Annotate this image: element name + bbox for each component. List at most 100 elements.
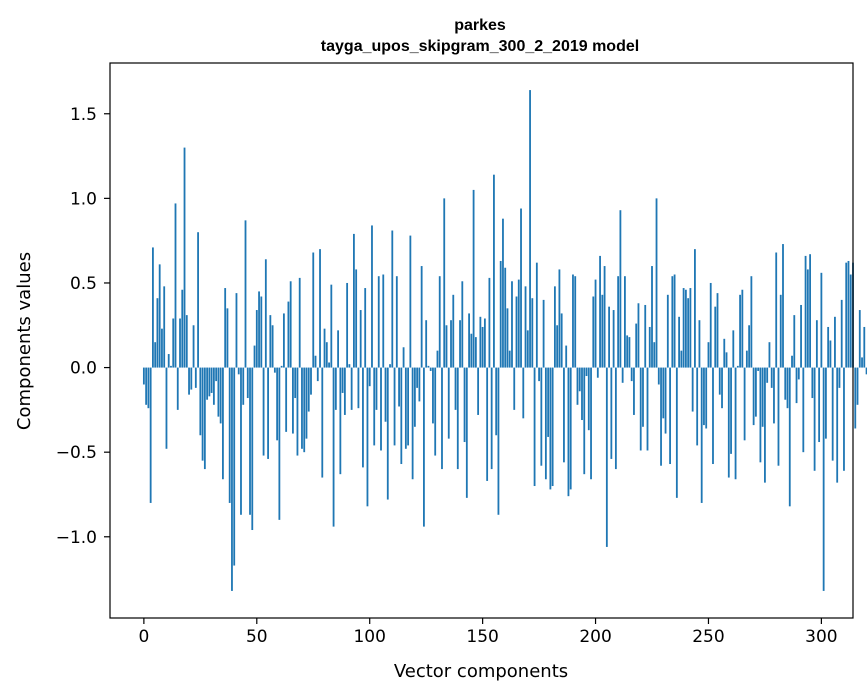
bar-198 [590, 367, 592, 480]
bar-318 [861, 357, 863, 368]
bar-91 [348, 364, 351, 368]
bar-1 [145, 367, 148, 405]
bar-182 [553, 286, 556, 368]
bar-287 [791, 355, 793, 368]
bar-251 [709, 282, 712, 368]
bar-285 [786, 367, 789, 409]
bar-155 [493, 174, 495, 368]
bar-147 [474, 337, 477, 368]
bar-106 [382, 274, 385, 368]
bar-76 [314, 355, 317, 368]
bar-253 [714, 306, 717, 368]
bar-108 [386, 367, 389, 500]
bar-220 [639, 367, 642, 451]
bar-177 [542, 299, 545, 368]
bar-59 [276, 367, 279, 441]
bar-36 [224, 288, 227, 368]
bar-67 [294, 367, 297, 399]
bar-33 [217, 367, 220, 417]
bar-312 [847, 260, 850, 368]
bar-242 [689, 288, 692, 368]
bar-49 [253, 345, 256, 368]
bar-313 [849, 274, 852, 368]
bar-93 [353, 233, 355, 368]
bar-82 [328, 362, 330, 368]
bar-40 [233, 367, 236, 566]
x-axis-label: Vector components [394, 661, 568, 682]
bar-165 [515, 296, 518, 368]
bar-138 [454, 367, 457, 410]
bar-254 [716, 293, 719, 368]
bar-17 [181, 289, 184, 368]
bar-125 [425, 320, 428, 368]
bar-174 [535, 262, 538, 368]
bar-180 [549, 367, 552, 490]
bar-62 [282, 313, 285, 368]
bar-222 [644, 304, 647, 368]
bar-159 [502, 218, 504, 368]
bar-98 [364, 288, 367, 368]
bar-132 [441, 367, 443, 470]
x-tick-label: 300 [805, 627, 837, 647]
x-tick-label: 250 [692, 627, 724, 647]
bar-32 [215, 367, 218, 382]
bar-123 [420, 266, 423, 368]
bar-291 [800, 304, 802, 368]
bar-120 [413, 367, 416, 427]
bar-288 [793, 315, 796, 368]
bar-27 [203, 367, 206, 470]
bar-54 [264, 259, 267, 368]
bar-186 [563, 367, 565, 463]
bar-268 [748, 325, 751, 368]
bar-38 [228, 367, 231, 503]
bar-197 [587, 367, 590, 431]
chart-title-line2: tayga_upos_skipgram_300_2_2019 model [321, 38, 639, 55]
bar-193 [578, 367, 581, 392]
bar-107 [384, 367, 387, 422]
bar-61 [280, 365, 283, 368]
bar-191 [574, 276, 577, 368]
x-tick-label: 50 [246, 627, 268, 647]
bar-228 [657, 367, 660, 385]
bar-257 [723, 338, 726, 368]
bar-50 [255, 310, 258, 368]
bar-68 [296, 367, 299, 456]
bar-0 [142, 367, 145, 385]
bar-47 [249, 367, 251, 515]
bar-46 [246, 367, 249, 399]
bar-140 [459, 320, 461, 368]
bar-274 [761, 367, 764, 427]
bar-315 [854, 367, 857, 429]
bar-205 [605, 367, 608, 547]
bar-301 [822, 367, 825, 591]
bar-235 [673, 274, 676, 368]
bar-65 [289, 281, 292, 368]
bar-70 [301, 367, 303, 449]
bar-124 [423, 367, 425, 527]
bar-233 [669, 367, 671, 465]
bar-158 [499, 260, 502, 368]
bar-88 [341, 367, 344, 393]
y-tick-label: 0.5 [70, 274, 97, 294]
bar-246 [698, 320, 701, 368]
bar-139 [456, 367, 459, 470]
bar-282 [779, 294, 782, 368]
bar-89 [343, 367, 346, 415]
bar-167 [520, 208, 522, 368]
bar-255 [718, 367, 721, 395]
bar-178 [544, 367, 547, 480]
bar-95 [357, 367, 360, 409]
y-tick-label: −1.0 [56, 528, 97, 548]
bar-126 [427, 365, 430, 368]
bar-21 [190, 367, 193, 390]
bar-265 [741, 289, 744, 368]
bar-179 [547, 367, 550, 437]
bar-24 [197, 232, 199, 368]
bar-283 [782, 244, 784, 368]
bar-175 [538, 367, 540, 382]
bar-307 [836, 367, 839, 483]
bar-131 [438, 276, 441, 368]
bar-25 [199, 367, 202, 436]
bar-231 [664, 367, 667, 434]
bar-184 [558, 269, 561, 368]
